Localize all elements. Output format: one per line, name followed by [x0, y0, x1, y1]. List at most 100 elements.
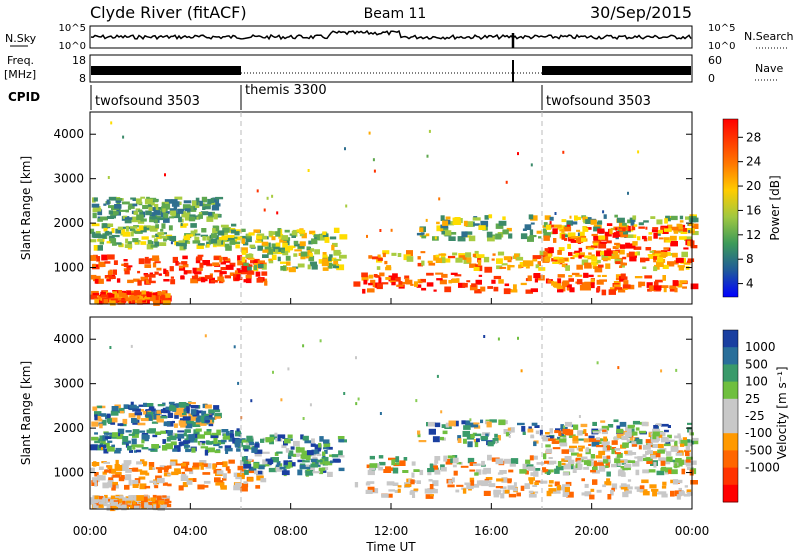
cpid-segment-2: themis 3300 [245, 83, 327, 98]
echo-cell [564, 432, 573, 436]
echo-cell [144, 295, 152, 300]
echo-cell [137, 299, 143, 304]
echo-cell [616, 452, 623, 458]
echo-cell [177, 436, 182, 441]
echo-cell [163, 237, 167, 242]
echo-cell [658, 431, 666, 437]
echo-cell [366, 481, 375, 484]
echo-cell [487, 286, 493, 289]
echo-cell [147, 503, 153, 509]
echo-cell [648, 254, 654, 259]
echo-cell [162, 445, 168, 451]
echo-cell [630, 434, 634, 438]
echo-cell [257, 263, 264, 269]
echo-cell [339, 234, 348, 240]
echo-cell [181, 463, 186, 467]
echo-cell [253, 229, 261, 233]
echo-cell [103, 442, 110, 448]
echo-cell [395, 456, 400, 463]
y-tick-label: 1000 [53, 261, 84, 275]
echo-cell [102, 482, 109, 489]
echo-cell [370, 279, 376, 284]
echo-cell [199, 460, 207, 465]
echo-cell [473, 266, 480, 271]
echo-cell [163, 503, 172, 508]
echo-cell [549, 216, 554, 221]
echo-cell [529, 229, 534, 236]
echo-cell [143, 410, 147, 415]
echo-cell [669, 459, 677, 463]
echo-cell [581, 456, 588, 460]
echo-cell [593, 460, 597, 467]
echo-cell [124, 270, 130, 275]
echo-cell [186, 406, 190, 412]
echo-cell [247, 477, 254, 482]
echo-cell [338, 467, 345, 472]
echo-cell [593, 242, 599, 246]
echo-cell [583, 272, 589, 278]
echo-cell [524, 224, 532, 230]
echo-cell [674, 288, 678, 293]
echo-cell [503, 288, 511, 295]
echo-cell [544, 460, 550, 464]
echo-cell [433, 289, 437, 292]
echo-cell [184, 467, 193, 472]
echo-cell [149, 225, 158, 232]
echo-cell [165, 430, 169, 434]
echo-cell [534, 425, 540, 428]
freq-label-bottom: [MHz] [4, 68, 36, 81]
echo-cell [163, 217, 170, 223]
echo-cell [187, 402, 196, 405]
echo-cell [129, 404, 137, 409]
echo-cell [176, 433, 185, 439]
echo-cell [553, 256, 560, 260]
echo-cell [624, 488, 629, 492]
echo-cell [172, 448, 180, 452]
echo-cell [371, 488, 379, 494]
echo-cell [111, 484, 116, 491]
echo-cell [596, 279, 604, 285]
echo-cell [690, 283, 699, 290]
echo-cell [277, 256, 281, 262]
echo-cell [568, 459, 575, 465]
echo-cell [186, 480, 193, 485]
echo-cell [163, 212, 169, 219]
echo-cell [378, 277, 382, 283]
echo-cell [530, 163, 533, 167]
echo-cell [440, 467, 447, 472]
echo-cell [520, 485, 525, 491]
echo-cell [555, 465, 564, 471]
echo-cell [509, 289, 518, 293]
echo-cell [132, 483, 139, 486]
echo-cell [156, 477, 165, 484]
echo-cell [474, 433, 482, 437]
echo-cell [583, 467, 590, 470]
echo-cell [634, 456, 641, 459]
colorbar-tick-label: -1000 [745, 461, 780, 475]
echo-cell [391, 459, 396, 466]
echo-cell [319, 470, 324, 475]
colorbar-step [723, 330, 738, 348]
echo-cell [322, 231, 327, 235]
echo-cell [329, 236, 337, 240]
echo-cell [246, 461, 251, 465]
echo-cell [212, 419, 215, 423]
echo-cell [682, 437, 687, 442]
echo-cell [392, 482, 399, 486]
echo-cell [160, 228, 164, 232]
echo-cell [480, 419, 484, 424]
echo-cell [467, 457, 475, 464]
echo-cell [551, 258, 558, 262]
echo-cell [595, 455, 603, 459]
echo-cell [163, 279, 170, 282]
echo-cell [248, 458, 253, 462]
echo-cell [674, 490, 682, 497]
echo-cell [221, 279, 225, 283]
echo-cell [129, 295, 138, 301]
echo-cell [441, 273, 448, 278]
echo-cell [416, 232, 424, 236]
echo-cell [436, 278, 443, 281]
echo-cell [470, 434, 475, 439]
echo-cell [598, 235, 606, 240]
echo-cell [568, 275, 573, 278]
